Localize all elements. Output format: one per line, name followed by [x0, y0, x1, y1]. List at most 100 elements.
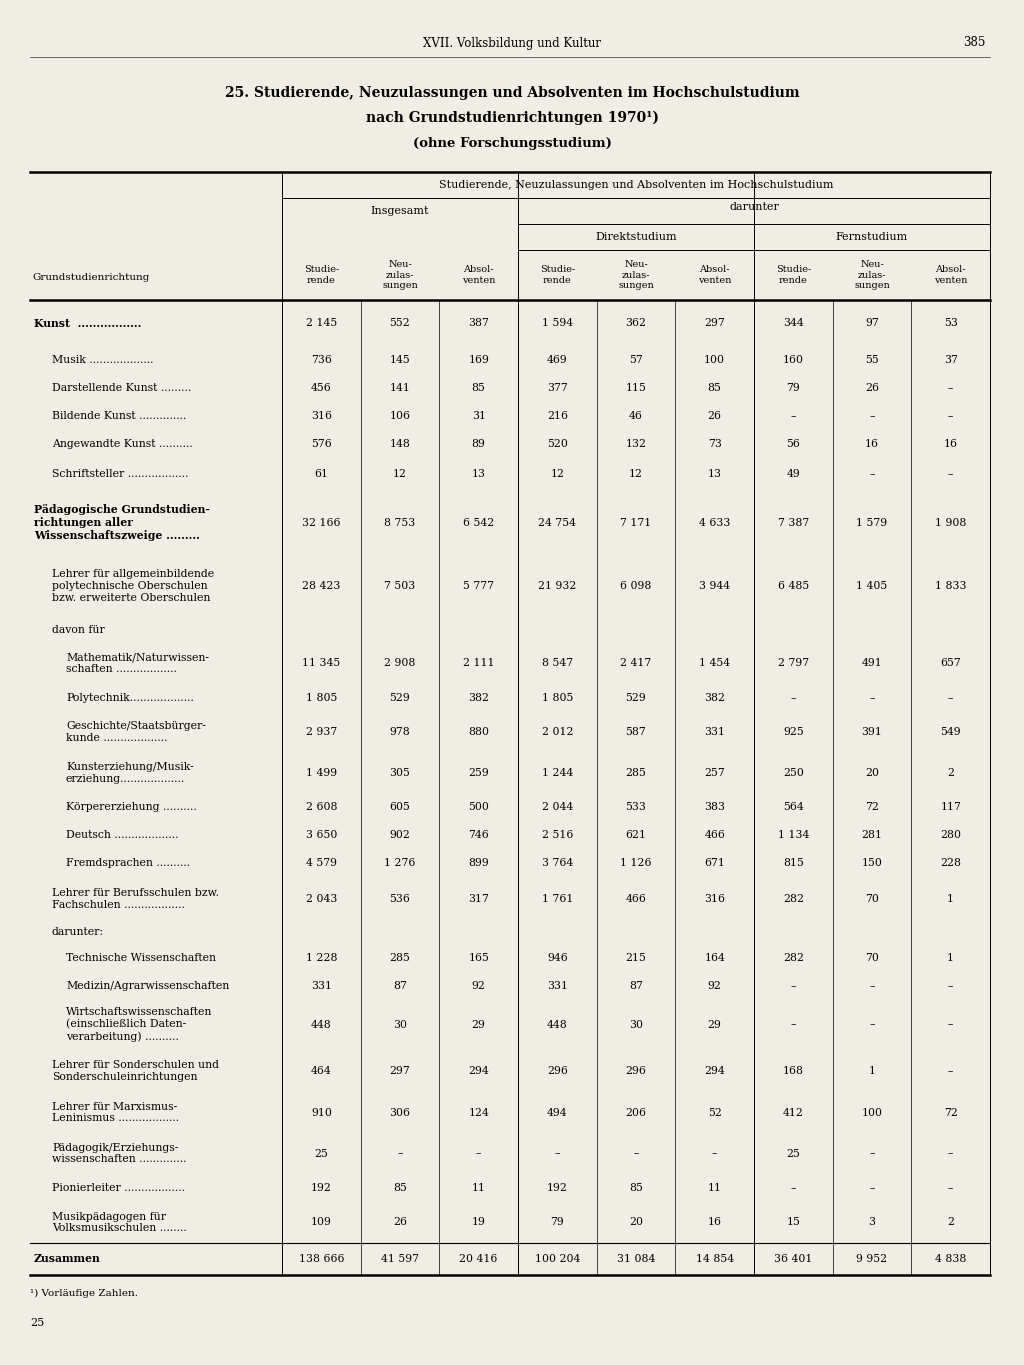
Text: 72: 72	[865, 803, 879, 812]
Text: 466: 466	[705, 830, 725, 841]
Text: 2 797: 2 797	[778, 658, 809, 669]
Text: 87: 87	[629, 981, 643, 991]
Text: 306: 306	[389, 1107, 411, 1118]
Text: 280: 280	[940, 830, 962, 841]
Text: 26: 26	[708, 411, 722, 420]
Text: 296: 296	[626, 1066, 646, 1076]
Text: Absol-
venten: Absol- venten	[934, 265, 968, 285]
Text: –: –	[948, 981, 953, 991]
Text: –: –	[712, 1148, 718, 1159]
Text: 1 454: 1 454	[699, 658, 730, 669]
Text: 3 764: 3 764	[542, 859, 573, 868]
Text: 215: 215	[626, 953, 646, 962]
Text: Fernstudium: Fernstudium	[836, 232, 908, 242]
Text: 106: 106	[389, 411, 411, 420]
Text: Grundstudienrichtung: Grundstudienrichtung	[32, 273, 150, 283]
Text: 529: 529	[626, 693, 646, 703]
Text: 8 547: 8 547	[542, 658, 572, 669]
Text: 1 579: 1 579	[856, 517, 888, 527]
Text: 1 805: 1 805	[305, 693, 337, 703]
Text: 228: 228	[940, 859, 962, 868]
Text: Insgesamt: Insgesamt	[371, 206, 429, 216]
Text: 899: 899	[468, 859, 489, 868]
Text: 52: 52	[708, 1107, 722, 1118]
Text: 3 650: 3 650	[305, 830, 337, 841]
Text: 192: 192	[311, 1183, 332, 1193]
Text: 12: 12	[393, 470, 407, 479]
Text: 297: 297	[389, 1066, 411, 1076]
Text: Körpererziehung ..........: Körpererziehung ..........	[66, 803, 197, 812]
Text: 671: 671	[705, 859, 725, 868]
Text: 100: 100	[861, 1107, 883, 1118]
Text: 138 666: 138 666	[299, 1254, 344, 1264]
Text: 317: 317	[468, 894, 489, 904]
Text: –: –	[555, 1148, 560, 1159]
Text: –: –	[948, 470, 953, 479]
Text: Studie-
rende: Studie- rende	[540, 265, 574, 285]
Text: ¹) Vorläufige Zahlen.: ¹) Vorläufige Zahlen.	[30, 1289, 138, 1298]
Text: 145: 145	[389, 355, 411, 366]
Text: 28 423: 28 423	[302, 581, 341, 591]
Text: 1 134: 1 134	[777, 830, 809, 841]
Text: 89: 89	[472, 440, 485, 449]
Text: davon für: davon für	[52, 625, 104, 635]
Text: 2 608: 2 608	[305, 803, 337, 812]
Text: 216: 216	[547, 411, 568, 420]
Text: 2 043: 2 043	[305, 894, 337, 904]
Text: 109: 109	[311, 1218, 332, 1227]
Text: Neu-
zulas-
sungen: Neu- zulas- sungen	[382, 261, 418, 289]
Text: 7 387: 7 387	[777, 517, 809, 527]
Text: 32 166: 32 166	[302, 517, 341, 527]
Text: 55: 55	[865, 355, 879, 366]
Text: 132: 132	[626, 440, 646, 449]
Text: –: –	[791, 1183, 796, 1193]
Text: 36 401: 36 401	[774, 1254, 812, 1264]
Text: 6 485: 6 485	[777, 581, 809, 591]
Text: 259: 259	[468, 768, 489, 778]
Text: Schriftsteller ..................: Schriftsteller ..................	[52, 470, 188, 479]
Text: 92: 92	[472, 981, 485, 991]
Text: 24 754: 24 754	[539, 517, 577, 527]
Text: 3 944: 3 944	[699, 581, 730, 591]
Text: 85: 85	[708, 384, 722, 393]
Text: 115: 115	[626, 384, 646, 393]
Text: –: –	[869, 981, 874, 991]
Text: Darstellende Kunst .........: Darstellende Kunst .........	[52, 384, 191, 393]
Text: 250: 250	[783, 768, 804, 778]
Text: 12: 12	[550, 470, 564, 479]
Text: 383: 383	[705, 803, 725, 812]
Text: 1 908: 1 908	[935, 517, 967, 527]
Text: 148: 148	[389, 440, 411, 449]
Text: –: –	[948, 693, 953, 703]
Text: 448: 448	[547, 1020, 567, 1029]
Text: 294: 294	[705, 1066, 725, 1076]
Text: 100: 100	[705, 355, 725, 366]
Text: Kunsterziehung/Musik-
erziehung...................: Kunsterziehung/Musik- erziehung.........…	[66, 762, 194, 784]
Text: 1 276: 1 276	[384, 859, 416, 868]
Text: 7 503: 7 503	[384, 581, 416, 591]
Text: 536: 536	[389, 894, 411, 904]
Text: 344: 344	[783, 318, 804, 328]
Text: 387: 387	[468, 318, 489, 328]
Text: 29: 29	[708, 1020, 722, 1029]
Text: Studie-
rende: Studie- rende	[776, 265, 811, 285]
Text: 56: 56	[786, 440, 801, 449]
Text: Pionierleiter ..................: Pionierleiter ..................	[52, 1183, 185, 1193]
Text: darunter: darunter	[729, 202, 779, 212]
Text: –: –	[791, 411, 796, 420]
Text: 316: 316	[705, 894, 725, 904]
Text: Technische Wissenschaften: Technische Wissenschaften	[66, 953, 216, 962]
Text: 30: 30	[393, 1020, 407, 1029]
Text: 141: 141	[389, 384, 411, 393]
Text: 124: 124	[468, 1107, 489, 1118]
Text: 448: 448	[311, 1020, 332, 1029]
Text: 30: 30	[629, 1020, 643, 1029]
Text: darunter:: darunter:	[52, 927, 104, 938]
Text: –: –	[397, 1148, 402, 1159]
Text: 529: 529	[389, 693, 411, 703]
Text: 5 777: 5 777	[463, 581, 495, 591]
Text: 257: 257	[705, 768, 725, 778]
Text: 946: 946	[547, 953, 567, 962]
Text: 391: 391	[861, 728, 883, 737]
Text: 20 416: 20 416	[460, 1254, 498, 1264]
